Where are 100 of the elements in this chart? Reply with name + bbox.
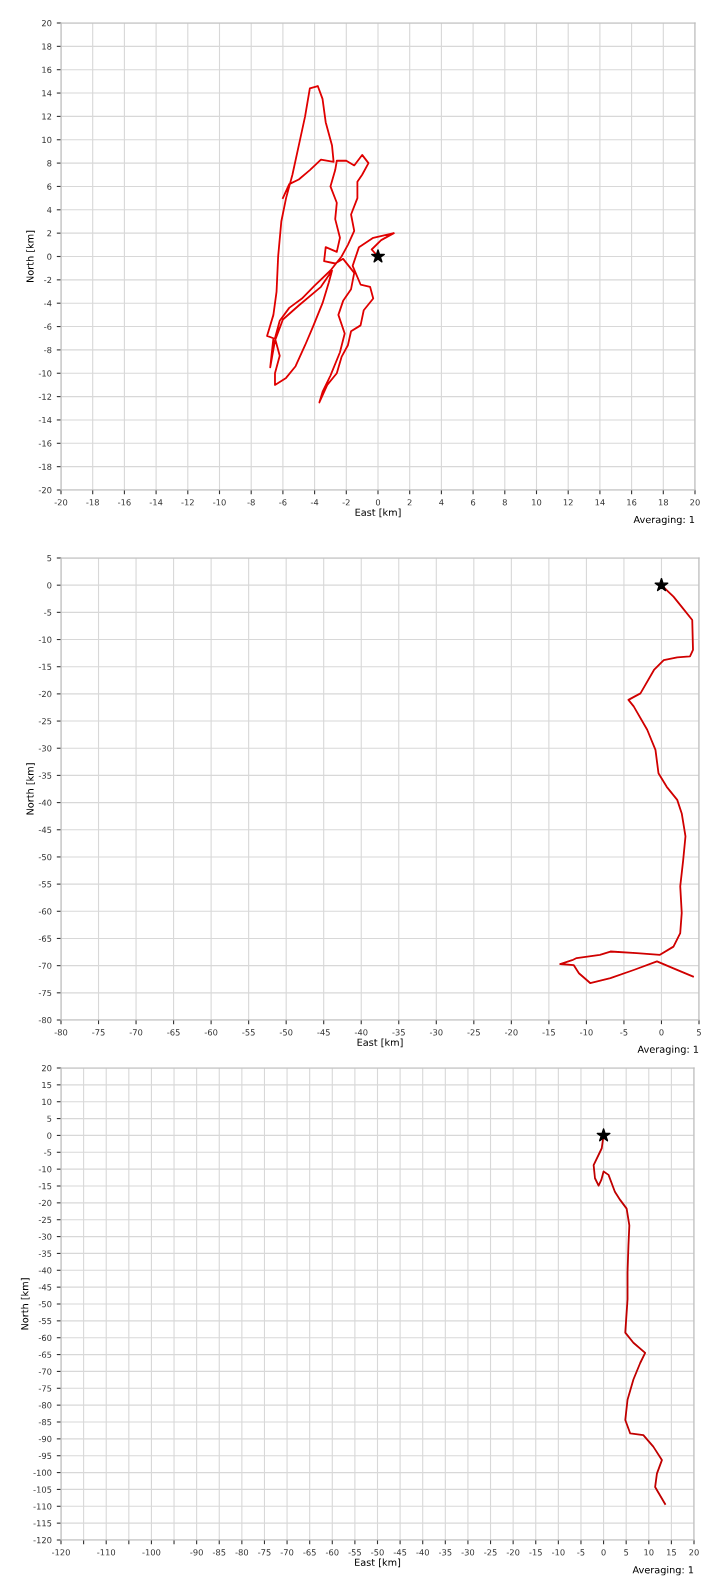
x-tick-label: -65 [303,1549,316,1556]
y-tick-label: 0 [47,253,52,260]
y-tick-label: -5 [44,1149,52,1156]
y-tick-label: -15 [38,663,52,670]
x-tick-label: 8 [502,499,507,506]
x-tick-label: -20 [504,1029,518,1036]
x-tick-label: 0 [375,499,381,506]
y-tick-label: -10 [38,1166,52,1173]
x-tick-label: -65 [167,1029,180,1036]
x-tick-label: -45 [317,1029,330,1036]
y-tick-label: -110 [33,1503,52,1510]
x-tick-label: -75 [258,1549,271,1556]
y-tick-label: -50 [38,1300,52,1308]
y-tick-label: -45 [38,826,52,834]
x-tick-label: -25 [484,1549,497,1556]
x-axis-title: East [km] [355,508,401,518]
x-tick-label: 10 [532,499,542,506]
x-tick-label: -25 [467,1029,480,1036]
y-tick-label: -14 [38,417,52,424]
x-tick-label: 2 [407,499,412,506]
x-tick-label: -20 [506,1549,520,1556]
x-tick-label: -55 [348,1549,361,1556]
x-tick-label: -20 [54,499,68,506]
x-tick-label: -8 [247,499,255,506]
y-tick-label: -25 [38,1216,52,1223]
x-tick-label: 20 [689,1549,699,1556]
y-tick-label: -6 [44,323,52,330]
y-tick-label: -70 [38,1368,52,1375]
y-tick-label: -55 [38,1317,52,1325]
y-tick-label: -55 [38,881,52,888]
y-tick-label: -40 [38,799,52,806]
x-tick-label: 5 [624,1549,629,1556]
x-tick-label: -110 [97,1549,116,1556]
text: Averaging: 1 [637,1045,699,1055]
x-tick-label: 0 [659,1029,664,1036]
y-tick-label: -75 [38,989,52,997]
y-tick-label: -30 [38,745,52,752]
y-tick-label: -35 [38,1250,52,1257]
y-axis-title: North [km] [26,763,35,815]
y-tick-label: -115 [33,1520,52,1527]
x-tick-label: -40 [354,1029,368,1036]
x-tick-label: -4 [310,499,319,506]
x-tick-label: -5 [577,1549,585,1556]
y-tick-label: -2 [44,276,52,284]
x-tick-label: -90 [190,1549,203,1556]
x-tick-label: -70 [280,1549,294,1556]
x-tick-label: 12 [563,499,573,506]
text: Averaging: 1 [632,1565,694,1576]
x-tick-label: -6 [279,499,287,506]
y-tick-label: -85 [38,1418,52,1426]
x-tick-label: -15 [542,1029,555,1036]
x-tick-label: -70 [129,1029,143,1036]
x-axis-title: East [km] [355,1558,401,1568]
text: Averaging: 1 [633,515,695,526]
y-tick-label: -16 [38,440,52,447]
y-tick-label: 5 [47,1115,52,1122]
line-series [266,85,395,404]
y-tick-label: -12 [38,393,52,400]
y-axis-title: North [km] [26,230,35,283]
x-tick-label: -15 [529,1549,542,1556]
x-tick-label: -50 [371,1549,384,1556]
y-tick-label: -20 [38,1199,52,1207]
x-tick-label: 4 [439,499,444,506]
y-tick-label: -120 [33,1536,52,1544]
x-tick-label: 6 [471,499,476,506]
x-tick-label: -35 [438,1549,452,1556]
x-tick-label: -30 [461,1549,475,1556]
y-tick-label: -105 [33,1486,52,1493]
y-tick-label: 5 [47,555,52,562]
x-tick-label: -75 [92,1029,105,1036]
y-tick-label: -8 [44,346,52,354]
y-tick-label: 10 [42,136,52,144]
x-tick-label: -30 [429,1029,443,1036]
y-tick-label: 12 [42,113,52,120]
y-tick-label: -35 [38,772,52,779]
x-tick-label: -40 [416,1549,429,1556]
x-tick-label: 14 [595,499,605,506]
x-tick-label: -50 [279,1029,293,1036]
x-tick-label: 15 [667,1549,676,1556]
y-tick-label: -5 [44,609,52,616]
x-tick-label: -100 [142,1549,161,1556]
x-tick-label: -16 [118,499,131,506]
y-tick-label: -90 [38,1435,52,1443]
y-tick-label: -70 [38,962,52,969]
y-tick-label: -10 [38,636,52,643]
y-tick-label: 6 [47,183,52,190]
y-tick-label: 20 [41,19,52,27]
x-tick-label: -10 [213,499,226,506]
y-tick-label: -60 [38,1334,52,1341]
x-tick-label: 5 [696,1029,701,1036]
y-tick-label: 0 [47,1132,52,1139]
x-tick-label: -85 [212,1549,226,1556]
x-axis-title: East [km] [357,1038,403,1048]
y-tick-label: -80 [38,1402,52,1409]
x-tick-label: -55 [242,1029,255,1036]
y-tick-label: 10 [42,1098,52,1105]
x-tick-label: 20 [690,499,700,506]
y-tick-label: -4 [44,300,52,307]
y-tick-label: -18 [38,463,52,470]
y-tick-label: -10 [38,370,52,377]
